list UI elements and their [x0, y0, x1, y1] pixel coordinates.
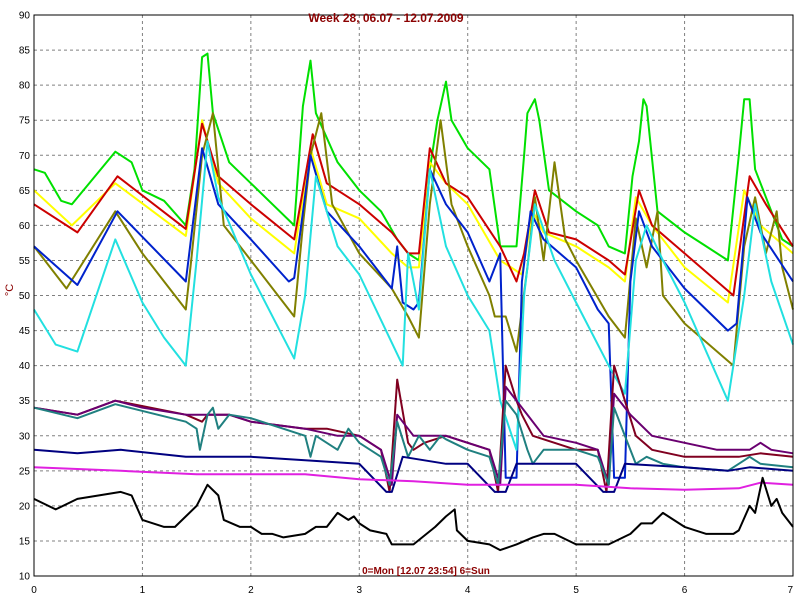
series-lines: [33, 52, 794, 552]
y-tick-label: 60: [19, 221, 31, 232]
y-tick-label: 50: [19, 291, 31, 302]
x-tick-label: 3: [357, 585, 363, 596]
x-tick-labels: 0 1 2 3 4 5 6 7: [31, 585, 793, 596]
chart-title: Week 28, 06.07 - 12.07.2009: [308, 11, 464, 25]
series-line-4: [33, 112, 794, 367]
y-tick-label: 30: [19, 431, 31, 442]
y-tick-label: 70: [19, 151, 31, 162]
series-line-12: [33, 476, 794, 552]
y-tick-labels: 10 15 20 25 30 35 40 45 50 55 60 65 70 75 80 85 90: [19, 11, 31, 583]
y-axis-label: °C: [4, 284, 16, 296]
y-tick-label: 65: [19, 186, 31, 197]
grid: [34, 15, 793, 576]
x-tick-label: 7: [787, 585, 793, 596]
y-tick-label: 10: [19, 572, 31, 583]
x-tick-label: 0: [31, 585, 37, 596]
x-tick-label: 4: [465, 585, 471, 596]
series-line-6: [33, 140, 794, 451]
y-tick-label: 40: [19, 361, 31, 372]
x-tick-label: 5: [573, 585, 579, 596]
series-line-11: [33, 466, 794, 491]
series-line-9: [33, 399, 794, 486]
y-tick-label: 85: [19, 46, 31, 57]
x-tick-label: 6: [682, 585, 688, 596]
plot-border: [33, 14, 794, 577]
series-line-10: [33, 448, 794, 493]
y-tick-label: 15: [19, 536, 31, 547]
x-tick-label: 1: [140, 585, 146, 596]
y-tick-label: 80: [19, 81, 31, 92]
y-tick-label: 90: [19, 11, 31, 22]
x-axis-label: 0=Mon [12.07 23:54] 6=Sun: [362, 566, 490, 577]
y-tick-label: 75: [19, 116, 31, 127]
y-tick-label: 20: [19, 501, 31, 512]
series-line-5: [33, 147, 794, 479]
y-tick-label: 35: [19, 396, 31, 407]
y-tick-label: 45: [19, 326, 31, 337]
series-line-1: [33, 52, 794, 262]
series-line-3: [33, 122, 794, 297]
y-tick-label: 55: [19, 256, 31, 267]
x-tick-label: 2: [248, 585, 254, 596]
series-line-8: [33, 385, 794, 486]
y-tick-label: 25: [19, 466, 31, 477]
